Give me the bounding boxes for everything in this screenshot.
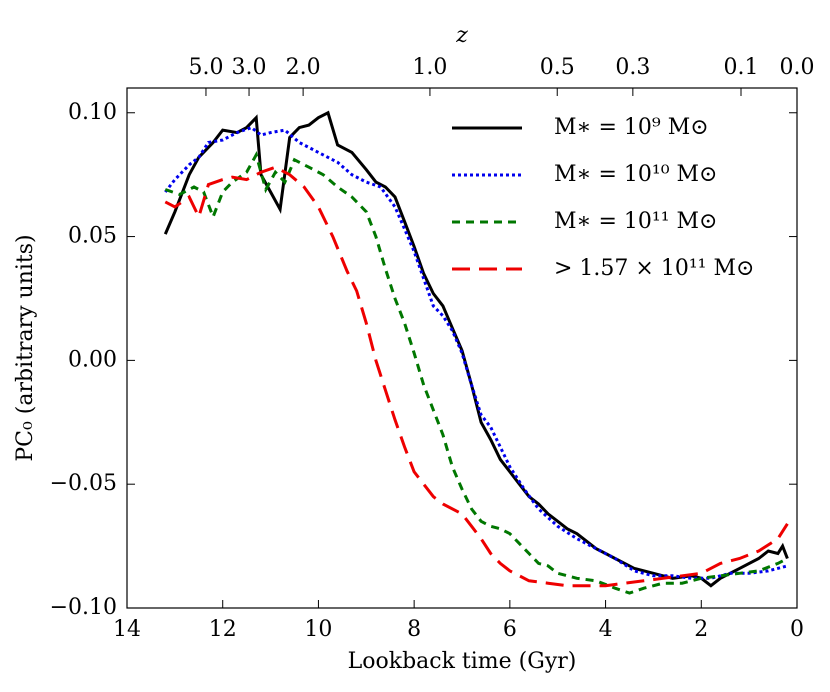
y-tick-label: −0.05 bbox=[50, 471, 117, 496]
series-line bbox=[164, 125, 788, 580]
y-tick-label: 0.10 bbox=[68, 100, 117, 125]
x-tick-label: 14 bbox=[113, 617, 141, 642]
x-axis-label: Lookback time (Gyr) bbox=[348, 649, 577, 674]
top-tick-label: 1.0 bbox=[412, 55, 447, 80]
y-tick-label: −0.10 bbox=[50, 595, 117, 620]
series-line bbox=[164, 165, 789, 588]
top-tick-label: 2.0 bbox=[286, 55, 321, 80]
plot-frame bbox=[126, 87, 798, 609]
top-tick-label: 0.1 bbox=[724, 55, 759, 80]
top-tick-label: 0.0 bbox=[780, 55, 815, 80]
x-tick-label: 12 bbox=[209, 617, 237, 642]
legend-label: > 1.57 × 10¹¹ M⊙ bbox=[554, 256, 754, 281]
legend-label: M∗ = 10¹¹ M⊙ bbox=[554, 209, 718, 234]
y-axis-label: PC₀ (arbitrary units) bbox=[13, 234, 38, 461]
series-line bbox=[164, 150, 789, 595]
x-tick-label: 6 bbox=[503, 617, 517, 642]
x-tick-label: 4 bbox=[599, 617, 613, 642]
legend-label: M∗ = 10¹⁰ M⊙ bbox=[554, 162, 718, 187]
top-axis-label: z bbox=[455, 23, 468, 48]
top-tick-label: 3.0 bbox=[232, 55, 267, 80]
x-tick-label: 8 bbox=[407, 617, 421, 642]
top-tick-label: 0.3 bbox=[615, 55, 650, 80]
y-tick-label: 0.00 bbox=[68, 347, 117, 372]
x-tick-label: 0 bbox=[790, 617, 804, 642]
x-tick-label: 10 bbox=[304, 617, 332, 642]
x-tick-label: 2 bbox=[694, 617, 708, 642]
top-tick-label: 0.5 bbox=[540, 55, 575, 80]
top-tick-label: 5.0 bbox=[188, 55, 223, 80]
y-tick-label: 0.05 bbox=[68, 224, 117, 249]
legend-label: M∗ = 10⁹ M⊙ bbox=[554, 115, 709, 140]
